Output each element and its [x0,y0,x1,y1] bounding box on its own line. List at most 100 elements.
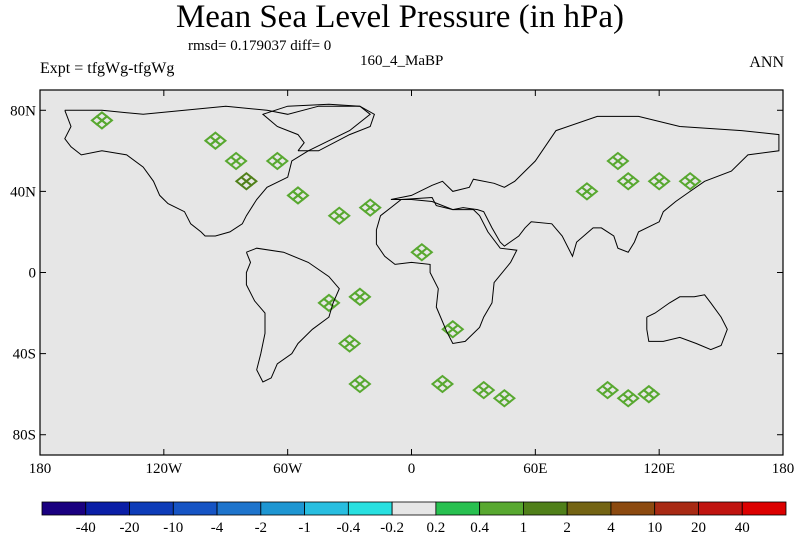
anomaly-cell [621,179,635,191]
coastline [375,196,518,345]
colorbar-label: -1 [298,520,311,534]
anomaly-cell [528,131,542,142]
y-tick-label: 0 [29,266,37,282]
colorbar-swatch [435,501,481,516]
anomaly-cell [322,293,336,305]
anomaly-cell [353,374,367,386]
anomaly-patch [348,287,372,307]
anomaly-patch [90,111,114,130]
anomaly-cell [342,334,357,345]
colorbar-label: -0.2 [380,520,404,534]
colorbar-label: 1 [520,520,528,534]
anomaly-cell [642,384,656,396]
anomaly-cell [322,301,336,313]
anomaly-cell [239,171,253,183]
colorbar-label: 0.2 [427,520,446,534]
run-label: 160_4_MaBP [360,53,444,69]
anomaly-cell [621,171,635,183]
x-tick-label: 0 [408,461,416,477]
anomaly-cell [683,171,697,183]
anomaly-cell [291,186,305,197]
plot-area [40,90,783,455]
colorbar-swatch [347,501,393,516]
colorbar-swatch [698,501,743,516]
anomaly-cell [342,342,357,353]
anomaly-cell [415,250,429,262]
anomaly-cell [621,388,635,400]
anomaly-patch [523,131,547,150]
anomaly-patch [203,131,228,150]
anomaly-patch [472,380,496,400]
chart-title: Mean Sea Level Pressure (in hPa) [175,0,625,35]
colorbar-swatch [260,501,305,516]
colorbar-swatch [304,501,349,516]
colorbar-label: 4 [607,520,615,534]
anomaly-cell [600,380,615,392]
colorbar-label: -4 [211,520,224,534]
anomaly-cell [600,388,615,400]
colorbar-swatch [216,501,262,516]
anomaly-patch [595,380,620,400]
anomaly-cell [611,151,625,163]
colorbar-swatch [129,501,174,516]
x-tick-label: 120E [643,461,675,477]
colorbar-label: -0.4 [336,520,360,534]
anomaly-patch [286,186,310,205]
anomaly-cell [363,198,377,209]
anomaly-cell [363,206,377,217]
anomaly-layer [90,111,702,408]
colorbar: -40 -20 -10 -4 -2 -1 -0.4 -0.2 0.2 0.4 1 2 4 10 20 40 [41,501,787,534]
anomaly-cell [652,179,666,191]
anomaly-cell [291,194,305,205]
anomaly-cell [415,242,429,254]
colorbar-swatch [610,501,656,516]
anomaly-cell [477,380,491,392]
coastline [646,294,728,351]
colorbar-swatch [654,501,699,516]
anomaly-cell [229,159,243,171]
colorbar-swatch [85,501,130,516]
anomaly-cell [208,131,223,142]
anomaly-patch [410,242,434,262]
y-tick-label: 40N [10,184,36,200]
period-label: ANN [749,54,784,71]
anomaly-cell [477,388,491,400]
colorbar-swatch [566,501,612,516]
anomaly-cell [95,111,109,122]
colorbar-swatch [41,501,87,516]
coastline [245,247,340,383]
axis-ticks: 180 120W 60W 0 60E 120E 180 80N 40N 0 40S 80S [10,90,794,477]
anomaly-patch [348,374,372,394]
anomaly-patch [265,151,289,171]
coastline [261,103,376,152]
y-tick-label: 80S [13,428,36,444]
anomaly-cell [353,287,367,299]
anomaly-patch [441,319,465,339]
anomaly-cell [497,388,511,400]
anomaly-patch [575,182,599,201]
anomaly-cell [611,159,625,171]
experiment-label: Expt = tfgWg-tfgWg [40,60,175,77]
anomaly-cell [353,295,367,307]
anomaly-cell [332,214,346,226]
anomaly-patch [430,374,455,394]
anomaly-cell [528,139,542,150]
anomaly-cell [435,374,450,386]
anomaly-cell [270,151,284,163]
anomaly-cell [446,327,460,339]
x-tick-label: 60W [273,461,303,477]
stats-text: rmsd= 0.179037 diff= 0 [188,38,332,54]
anomaly-patch [358,198,382,217]
anomaly-patch [637,131,661,150]
colorbar-label: 0.4 [470,520,489,534]
anomaly-cell [229,151,243,163]
anomaly-cell [208,139,223,150]
x-tick-label: 180 [29,461,52,477]
anomaly-cell [435,382,450,394]
colorbar-swatch [391,501,437,516]
anomaly-patch [327,206,351,226]
coastline [64,105,372,237]
colorbar-label: 2 [563,520,571,534]
anomaly-cell [446,319,460,331]
